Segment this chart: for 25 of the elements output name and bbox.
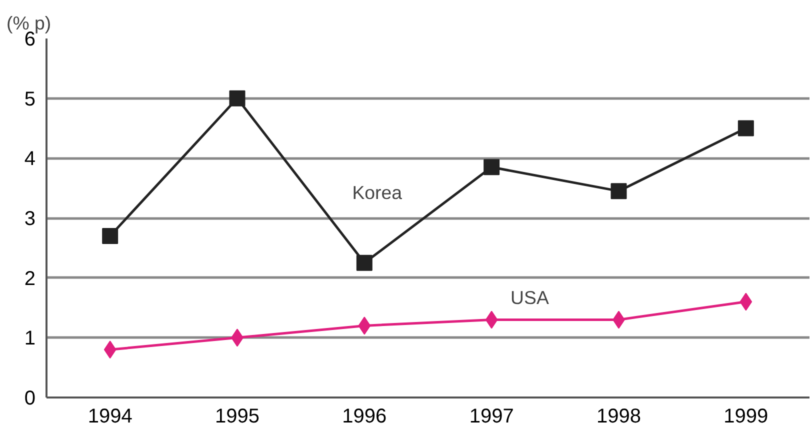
y-tick-label: 3: [24, 208, 36, 230]
y-tick-label: 5: [24, 88, 36, 110]
y-tick-label: 0: [24, 388, 36, 410]
series-label: Korea: [352, 182, 403, 204]
point: [358, 316, 371, 335]
x-tick-label: 1994: [88, 406, 132, 427]
x-tick-label: 1996: [342, 406, 387, 427]
y-tick-label: 1: [24, 328, 36, 350]
point: [738, 120, 754, 136]
y-tick-label: 4: [24, 148, 36, 170]
x-tick-label: 1999: [724, 406, 768, 427]
y-tick-label: 6: [24, 28, 36, 50]
y-tick-label: 2: [24, 268, 36, 290]
point: [740, 292, 752, 311]
x-tick-label: 1995: [215, 406, 260, 427]
point: [102, 228, 118, 244]
x-tick-label: 1997: [469, 406, 514, 427]
point: [104, 340, 116, 359]
x-tick-label: 1998: [596, 406, 642, 427]
point: [356, 254, 372, 271]
point: [610, 183, 627, 200]
point: [229, 90, 246, 106]
series-label: USA: [510, 286, 550, 308]
point: [485, 310, 498, 329]
point: [484, 159, 500, 176]
